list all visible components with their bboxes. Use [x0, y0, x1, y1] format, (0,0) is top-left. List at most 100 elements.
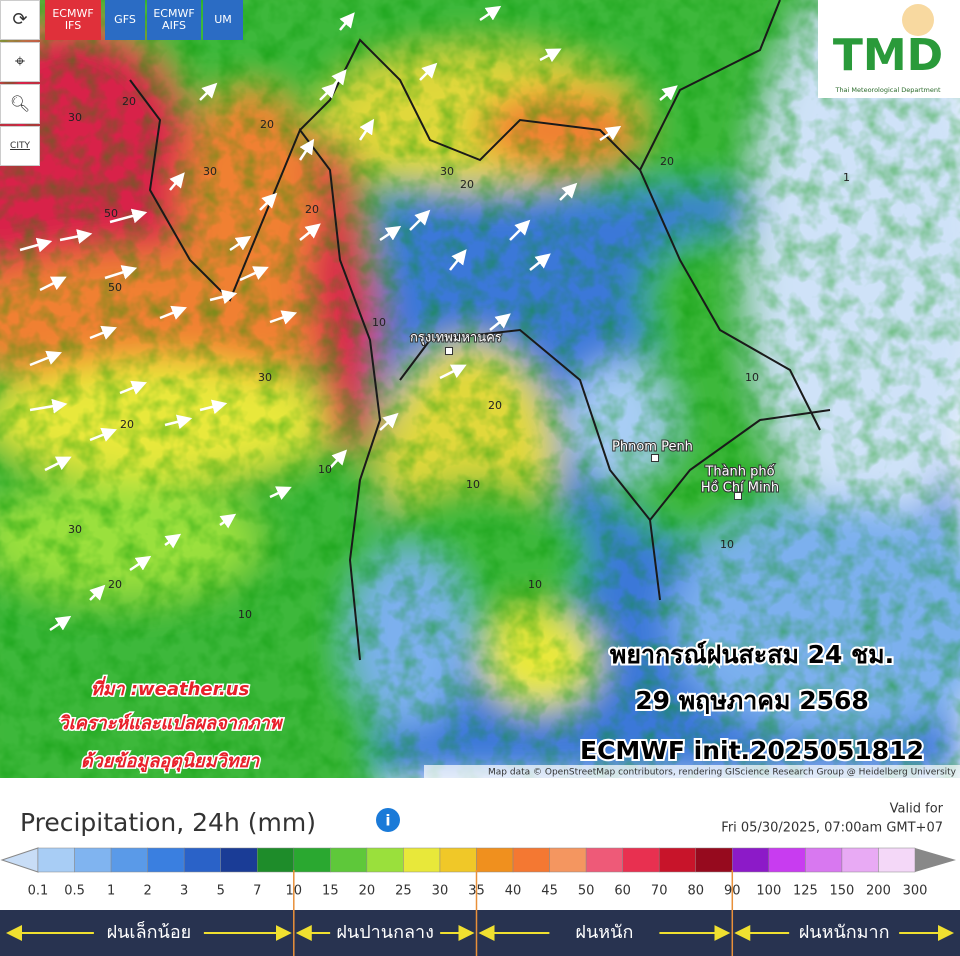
color-box — [330, 847, 368, 873]
wind-arrow — [209, 289, 238, 305]
tick-label: 50 — [578, 884, 595, 899]
overlay-title-line: พยากรณ์ฝนสะสม 24 ชม. — [610, 640, 894, 669]
wind-arrow — [529, 253, 551, 271]
color-box — [293, 847, 331, 873]
wind-arrow — [659, 85, 678, 101]
tick-label: 45 — [541, 884, 558, 899]
model-button-label: ECMWF — [153, 7, 195, 20]
wind-arrow — [419, 62, 438, 81]
color-box — [147, 847, 185, 873]
model-button-label: UM — [214, 13, 232, 26]
contour-label: 20 — [260, 118, 274, 131]
refresh-button[interactable]: ⟳ — [0, 0, 40, 40]
wind-arrow — [104, 265, 138, 280]
tick-label: 100 — [756, 884, 781, 899]
contour-label: 50 — [108, 281, 122, 294]
wind-arrow — [339, 12, 355, 31]
wind-arrow — [169, 172, 185, 191]
contour-label: 20 — [660, 155, 674, 168]
bar-arrow-left — [0, 847, 39, 873]
contour-label: 30 — [203, 165, 217, 178]
logo-subtitle: Thai Meteorological Department — [834, 86, 941, 94]
model-button[interactable]: ECMWF AIFS — [147, 0, 201, 40]
model-button[interactable]: GFS — [105, 0, 145, 40]
tick-label: 0.1 — [28, 884, 49, 899]
contour-label: 1 — [843, 171, 850, 184]
wind-arrow — [439, 364, 467, 380]
wind-arrow — [199, 399, 228, 415]
wind-arrow — [489, 313, 511, 331]
wind-arrow — [449, 249, 467, 271]
color-box — [658, 847, 696, 873]
zoom-button[interactable]: 🔍︎ — [0, 84, 40, 124]
wind-arrow — [49, 615, 72, 632]
wind-arrow — [379, 225, 402, 242]
wind-arrow — [199, 82, 218, 101]
color-box — [220, 847, 258, 873]
wind-arrow — [89, 584, 106, 601]
color-box — [476, 847, 514, 873]
wind-arrow — [479, 5, 502, 22]
color-box — [403, 847, 441, 873]
class-label: ฝนปานกลาง — [336, 922, 434, 943]
color-box — [366, 847, 404, 873]
wind-arrow — [59, 229, 93, 244]
model-button[interactable]: ECMWF IFS — [45, 0, 101, 40]
color-bar: 0.1 0.5 1 2 3 5 7 10 15 20 25 30 35 40 45 50 60 70 80 90 100… — [0, 847, 956, 899]
contour-label: 20 — [120, 418, 134, 431]
attribution-bg — [424, 765, 960, 778]
wind-arrow — [89, 427, 117, 442]
contour-label: 10 — [720, 538, 734, 551]
wind-arrow — [44, 456, 72, 472]
contour-label: 20 — [122, 95, 136, 108]
tick-label: 60 — [614, 884, 631, 899]
contour-label: 30 — [440, 165, 454, 178]
tick-label: 300 — [903, 884, 928, 899]
place-label: Phnom Penh — [612, 440, 693, 455]
overlay-title: พยากรณ์ฝนสะสม 24 ชม. 29 พฤษภาคม 2568 ECM… — [578, 638, 926, 767]
wind-arrow — [269, 310, 298, 325]
city-button[interactable]: CITY — [0, 126, 40, 166]
color-box — [805, 847, 843, 873]
place-dot — [651, 454, 659, 462]
tick-label: 125 — [793, 884, 818, 899]
contour-labels: 30 20 50 50 20 30 20 30 20 30 20 10 10 20 30 20 10 20 10 10… — [68, 95, 850, 621]
color-box — [549, 847, 587, 873]
color-box — [622, 847, 660, 873]
contour-label: 50 — [104, 207, 118, 220]
locate-button[interactable]: ⌖ — [0, 42, 40, 82]
wind-arrow — [379, 412, 399, 431]
contour-label: 20 — [488, 399, 502, 412]
tick-label: 80 — [687, 884, 704, 899]
tick-label: 2 — [143, 884, 151, 899]
wind-arrow — [29, 350, 62, 367]
contour-label: 30 — [68, 523, 82, 536]
wind-arrow — [319, 82, 338, 101]
place-dot — [734, 492, 742, 500]
wind-arrow — [599, 125, 622, 142]
wind-arrow — [129, 555, 152, 572]
model-button[interactable]: UM — [203, 0, 243, 40]
wind-arrow — [298, 138, 315, 161]
place-label: Thành phố — [704, 465, 774, 480]
tick-label: 25 — [395, 884, 412, 899]
wind-arrows — [19, 5, 678, 632]
place-dot — [445, 347, 453, 355]
map: 30 20 50 50 20 30 20 30 20 30 20 10 10 20 30 20 10 20 10 10… — [0, 0, 960, 778]
overlay-source: ที่มา :weather.us วิเคราะห์และแปลผลจากภา… — [57, 675, 285, 775]
model-button-label: GFS — [114, 13, 136, 26]
legend-title: Precipitation, 24h (mm) — [20, 808, 316, 837]
wind-arrow — [39, 276, 67, 292]
logo-sun — [902, 4, 934, 36]
tick-label: 3 — [180, 884, 188, 899]
wind-arrow — [559, 182, 578, 201]
source-line: ที่มา :weather.us — [91, 676, 250, 700]
color-box — [74, 847, 112, 873]
tick-label: 70 — [651, 884, 668, 899]
wind-arrow — [358, 118, 375, 141]
wind-arrow — [239, 266, 269, 282]
attribution: Map data © OpenStreetMap contributors, r… — [488, 768, 957, 778]
info-icon[interactable] — [376, 808, 400, 832]
color-box — [439, 847, 477, 873]
color-box — [37, 847, 75, 873]
